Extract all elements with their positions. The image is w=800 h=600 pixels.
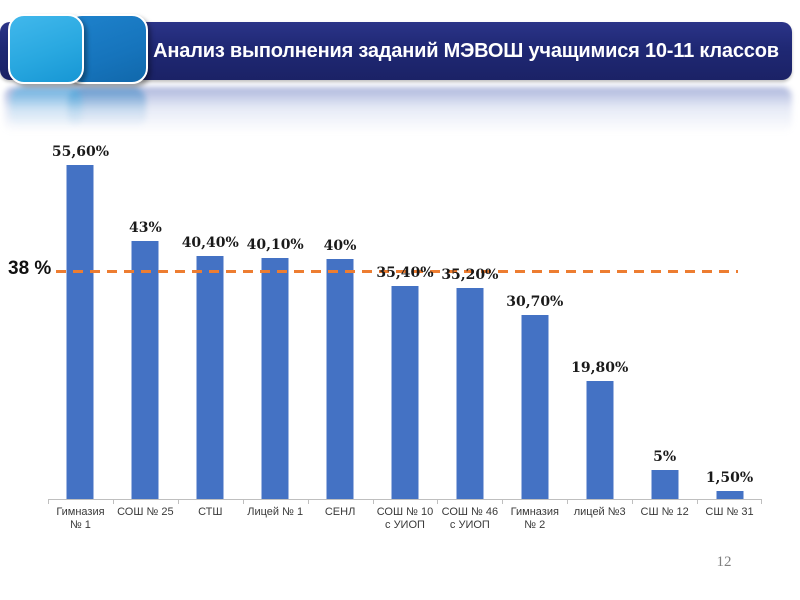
- value-label: 5%: [653, 448, 677, 465]
- axis-tick: [761, 500, 762, 504]
- value-label: 40,10%: [246, 237, 304, 254]
- threshold-line: [56, 269, 738, 273]
- axis-tick: [307, 500, 309, 504]
- bar-column: 35,40%: [373, 138, 438, 500]
- axis-tick: [372, 500, 374, 504]
- slide-title: Анализ выполнения заданий МЭВОШ учащимис…: [153, 39, 779, 62]
- bar-column: 40,10%: [243, 138, 308, 500]
- value-label: 43%: [128, 219, 162, 236]
- bar-column: 40,40%: [178, 138, 243, 500]
- category-label: лицей №3: [573, 506, 626, 518]
- bar-5: [326, 258, 354, 500]
- axis-tick: [48, 500, 49, 504]
- bar-column: 1,50%: [697, 138, 762, 500]
- value-label: 35,20%: [441, 266, 499, 283]
- bar-1: [66, 164, 94, 500]
- bar-chart: 38 % 55,60% 43% 40,40% 40,10% 40% 35,40% 35,20…: [8, 138, 762, 532]
- category-label: СЕНЛ: [324, 506, 356, 518]
- axis-tick: [242, 500, 244, 504]
- bar-column: 35,20%: [437, 138, 502, 500]
- category-label: СШ № 12: [640, 506, 689, 518]
- bar-7: [456, 287, 484, 500]
- plot-area: 55,60% 43% 40,40% 40,10% 40% 35,40% 35,20% 30,7…: [48, 138, 762, 500]
- value-label: 30,70%: [506, 293, 564, 310]
- category-label: СОШ № 10 с УИОП: [376, 506, 434, 531]
- axis-tick: [502, 500, 504, 504]
- value-label: 1,50%: [705, 469, 754, 486]
- category-label: Гимназия № 2: [510, 506, 559, 531]
- category-label: СТШ: [198, 506, 223, 518]
- bar-column: 19,80%: [567, 138, 632, 500]
- bar-column: 43%: [113, 138, 178, 500]
- bar-column: 5%: [632, 138, 697, 500]
- value-label: 55,60%: [51, 143, 110, 160]
- category-label: СШ № 31: [705, 506, 754, 518]
- value-label: 19,80%: [571, 359, 629, 376]
- category-axis: Гимназия № 1 СОШ № 25 СТШ Лицей № 1 СЕНЛ СОШ …: [48, 500, 762, 532]
- axis-tick: [112, 500, 114, 504]
- bar-9: [586, 380, 614, 500]
- value-label: 35,40%: [376, 265, 434, 282]
- bar-column: 40%: [308, 138, 373, 500]
- decoration-square-cyan: [8, 14, 84, 84]
- bar-3: [196, 256, 224, 500]
- axis-tick: [632, 500, 634, 504]
- axis-tick: [567, 500, 569, 504]
- bar-10: [651, 469, 679, 500]
- bar-8: [521, 314, 549, 500]
- value-label: 40,40%: [181, 235, 239, 252]
- bar-2: [131, 240, 159, 500]
- axis-tick: [437, 500, 439, 504]
- bar-6: [391, 286, 419, 500]
- bar-column: 55,60%: [48, 138, 113, 500]
- category-label: СОШ № 46 с УИОП: [441, 506, 499, 531]
- bar-column: 30,70%: [502, 138, 567, 500]
- axis-tick: [177, 500, 179, 504]
- square-cyan-reflection: [10, 88, 82, 128]
- bar-4: [261, 258, 289, 500]
- category-label: Гимназия № 1: [56, 506, 105, 531]
- category-label: СОШ № 25: [117, 506, 174, 518]
- x-axis-line: [48, 499, 762, 500]
- bar-11: [716, 490, 744, 500]
- value-label: 40%: [323, 237, 357, 254]
- page-number: 12: [716, 554, 732, 570]
- category-label: Лицей № 1: [247, 506, 304, 518]
- axis-tick: [697, 500, 699, 504]
- threshold-label: 38 %: [8, 257, 52, 279]
